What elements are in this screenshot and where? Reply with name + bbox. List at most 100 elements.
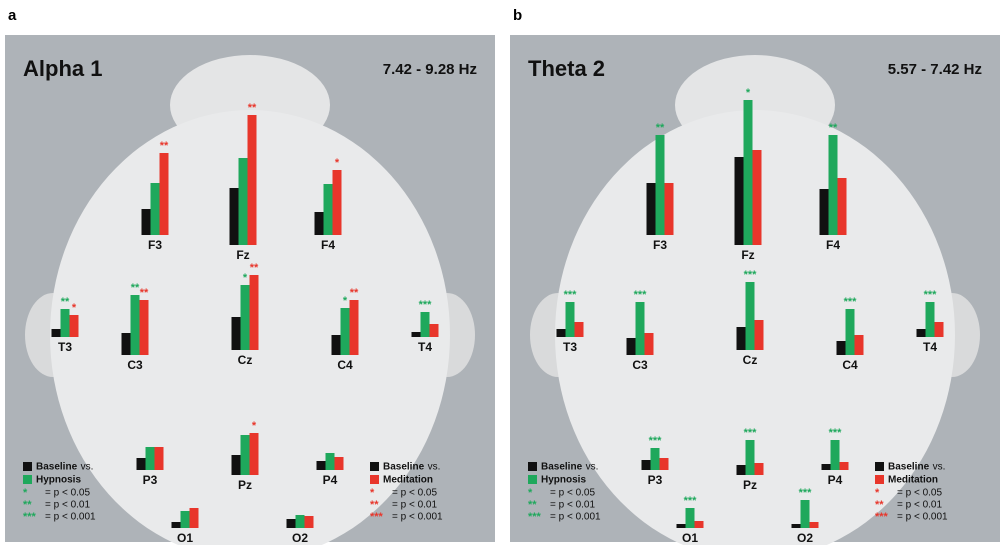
legend-swatch	[875, 475, 884, 484]
bar	[122, 333, 131, 355]
bar	[241, 435, 250, 475]
bar	[341, 308, 350, 355]
significance-stars: ***	[829, 427, 843, 439]
bar	[627, 338, 636, 355]
bar	[838, 178, 847, 235]
bar	[151, 183, 160, 235]
bar	[172, 522, 181, 528]
legend-key: = p < 0.01	[550, 500, 595, 511]
bar	[695, 521, 704, 528]
legend-stars: ***	[875, 511, 889, 523]
bar	[935, 322, 944, 337]
bar	[332, 335, 341, 355]
legend-vs: vs.	[81, 462, 94, 473]
legend-vs: vs.	[428, 462, 441, 473]
legend-label: Meditation	[888, 475, 938, 486]
panel-title: Theta 2	[528, 56, 605, 81]
legend-stars: **	[875, 499, 884, 511]
legend-label: Baseline	[888, 462, 930, 473]
legend-stars: ***	[370, 511, 384, 523]
bar	[746, 440, 755, 475]
bar	[651, 448, 660, 470]
legend-swatch	[528, 475, 537, 484]
bar	[430, 324, 439, 337]
legend-stars: *	[528, 487, 533, 499]
bar	[753, 150, 762, 245]
electrode-label: T4	[418, 340, 432, 354]
significance-stars: *	[243, 272, 248, 284]
electrode-label: O2	[292, 531, 308, 545]
significance-stars: **	[160, 140, 169, 152]
bar	[146, 447, 155, 470]
bar	[645, 333, 654, 355]
electrode-label: P3	[648, 473, 663, 487]
electrode-label: Fz	[741, 248, 754, 262]
bar	[656, 135, 665, 235]
legend-key: = p < 0.001	[550, 512, 601, 523]
bar	[190, 508, 199, 528]
bar	[792, 524, 801, 528]
legend-label: Hypnosis	[36, 475, 81, 486]
electrode-label: F3	[148, 238, 162, 252]
bar	[829, 135, 838, 235]
electrode-label: P3	[143, 473, 158, 487]
bar	[755, 463, 764, 475]
bar	[326, 453, 335, 470]
electrode-label: C4	[842, 358, 858, 372]
bar	[840, 462, 849, 470]
electrode-label: C3	[632, 358, 648, 372]
bar	[230, 188, 239, 245]
legend-key: = p < 0.05	[897, 488, 942, 499]
bar	[557, 329, 566, 337]
legend-key: = p < 0.001	[392, 512, 443, 523]
panel-subtitle: 5.57 - 7.42 Hz	[888, 61, 982, 78]
bar	[241, 285, 250, 350]
significance-stars: **	[140, 287, 149, 299]
significance-stars: **	[248, 102, 257, 114]
legend-swatch	[528, 462, 537, 471]
legend-stars: **	[23, 499, 32, 511]
electrode-label: O2	[797, 531, 813, 545]
electrode-label: C4	[337, 358, 353, 372]
bar	[735, 157, 744, 245]
legend-stars: *	[370, 487, 375, 499]
bar	[810, 522, 819, 528]
bar	[239, 158, 248, 245]
panel-label: b	[513, 7, 522, 24]
bar	[660, 458, 669, 470]
electrode-label: O1	[177, 531, 193, 545]
bar	[181, 511, 190, 528]
bar	[160, 153, 169, 235]
bar	[250, 433, 259, 475]
bar	[926, 302, 935, 337]
bar	[250, 275, 259, 350]
significance-stars: *	[746, 87, 751, 99]
bar	[642, 460, 651, 470]
electrode-label: C3	[127, 358, 143, 372]
legend-stars: ***	[528, 511, 542, 523]
bar	[296, 515, 305, 528]
bar	[746, 282, 755, 350]
legend-swatch	[875, 462, 884, 471]
bar	[70, 315, 79, 337]
bar	[333, 170, 342, 235]
significance-stars: ***	[799, 487, 813, 499]
legend-swatch	[370, 462, 379, 471]
bar	[837, 341, 846, 355]
legend-key: = p < 0.01	[392, 500, 437, 511]
bar	[232, 317, 241, 350]
electrode-label: Fz	[236, 248, 249, 262]
bar	[61, 309, 70, 337]
electrode-label: Cz	[743, 353, 758, 367]
legend-key: = p < 0.05	[45, 488, 90, 499]
bar	[737, 465, 746, 475]
bar	[822, 464, 831, 470]
bar	[755, 320, 764, 350]
bar	[335, 457, 344, 470]
significance-stars: ***	[419, 299, 433, 311]
legend-swatch	[23, 462, 32, 471]
significance-stars: **	[350, 287, 359, 299]
significance-stars: ***	[924, 289, 938, 301]
bar	[820, 189, 829, 235]
